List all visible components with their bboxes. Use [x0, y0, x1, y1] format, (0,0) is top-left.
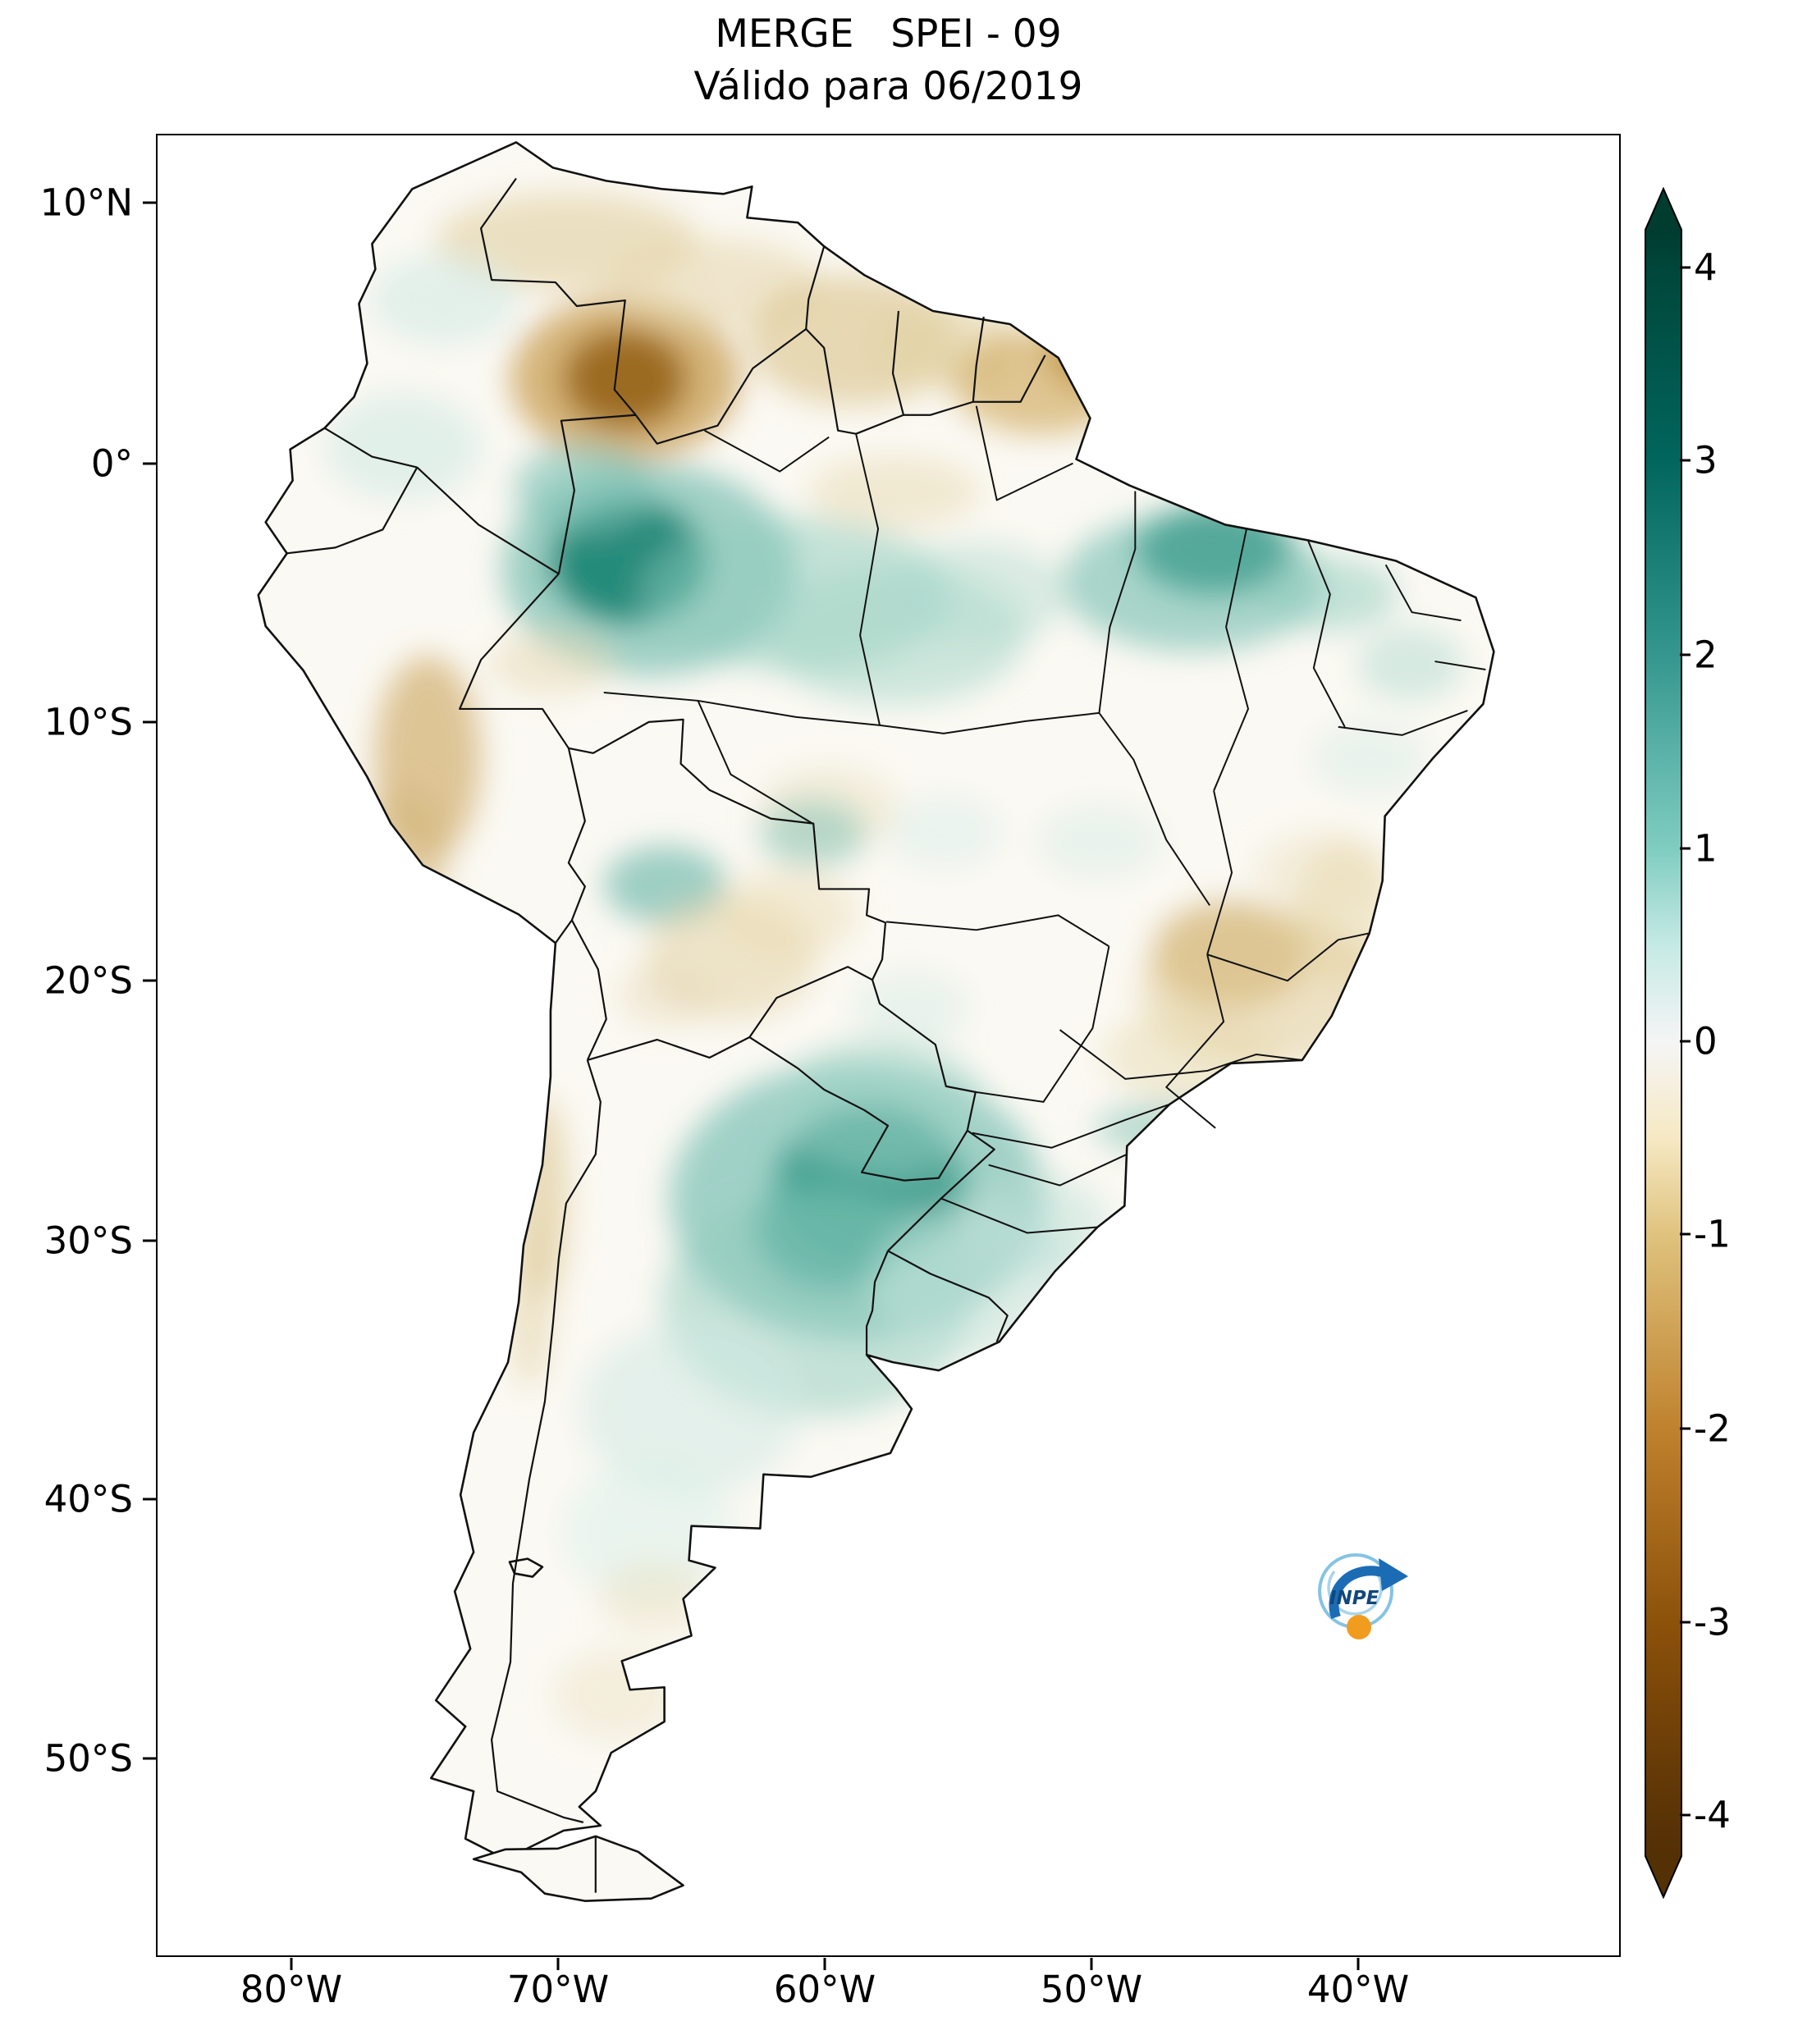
colorbar-tick-mark [1680, 653, 1690, 656]
small-island-outline [508, 1557, 544, 1578]
x-tick-mark [556, 1958, 560, 1970]
x-tick-label: 50°W [1040, 1968, 1143, 2011]
y-tick-mark [143, 720, 156, 724]
colorbar-gradient [1645, 187, 1682, 1899]
figure-title: MERGE SPEI - 09 [715, 11, 1062, 57]
figure-subtitle: Válido para 06/2019 [693, 64, 1083, 109]
y-tick-mark [143, 1239, 156, 1242]
y-tick-mark [143, 979, 156, 982]
y-tick-mark [143, 201, 156, 204]
y-tick-label: 20°S [43, 958, 133, 1003]
y-tick-mark [143, 1498, 156, 1501]
x-tick-mark [290, 1958, 293, 1970]
state-borders [603, 405, 1486, 1234]
y-tick-mark [143, 1757, 156, 1760]
colorbar-tick-mark [1680, 1813, 1690, 1817]
x-tick-label: 60°W [773, 1968, 876, 2011]
colorbar-tick-label: -4 [1694, 1793, 1731, 1837]
y-tick-label: 30°S [43, 1219, 133, 1263]
y-tick-label: 10°S [43, 700, 133, 744]
coastline [257, 141, 1495, 1902]
colorbar-tick-mark [1680, 1621, 1690, 1624]
colorbar-tick-label: -1 [1694, 1212, 1731, 1256]
country-borders [286, 177, 1046, 1893]
south-america-map [158, 135, 1619, 1955]
logo-orange-dot [1347, 1615, 1371, 1639]
y-tick-mark [143, 462, 156, 465]
x-tick-mark [823, 1958, 826, 1970]
colorbar-tick-mark [1680, 1040, 1690, 1043]
y-tick-label: 0° [90, 441, 133, 486]
y-tick-label: 10°N [39, 181, 133, 225]
x-tick-mark [1090, 1958, 1093, 1970]
colorbar-tick-mark [1680, 266, 1690, 269]
x-tick-label: 40°W [1306, 1968, 1410, 2011]
x-tick-label: 80°W [240, 1968, 343, 2011]
colorbar-tick-mark [1680, 459, 1690, 462]
colorbar-tick-label: 0 [1694, 1019, 1718, 1063]
x-tick-mark [1357, 1958, 1360, 1970]
colorbar-tick-label: 3 [1694, 438, 1718, 482]
logo-arrow-curve [1329, 1566, 1387, 1619]
x-tick-label: 70°W [506, 1968, 610, 2011]
colorbar-tick-mark [1680, 847, 1690, 850]
y-tick-label: 50°S [43, 1736, 133, 1781]
inpe-logo-graphic: INPE [1318, 1553, 1408, 1639]
colorbar-tick-label: 4 [1694, 245, 1718, 290]
colorbar-tick-mark [1680, 1427, 1690, 1430]
colorbar-tick-label: 1 [1694, 826, 1718, 871]
colorbar-tick-mark [1680, 1232, 1690, 1236]
map-plot: INPE [156, 134, 1621, 1957]
logo-text: INPE [1329, 1588, 1379, 1609]
logo-inner-swirl [1327, 1565, 1383, 1616]
colorbar-tick-label: -2 [1694, 1406, 1731, 1451]
inpe-logo: INPE [1306, 1548, 1430, 1647]
y-tick-label: 40°S [43, 1477, 133, 1521]
colorbar-tick-label: -3 [1694, 1600, 1731, 1644]
colorbar: 4 3 2 1 0 -1 -2 -3 -4 [1644, 187, 1798, 1899]
colorbar-tick-label: 2 [1694, 633, 1718, 677]
logo-arrow-head [1379, 1558, 1408, 1591]
